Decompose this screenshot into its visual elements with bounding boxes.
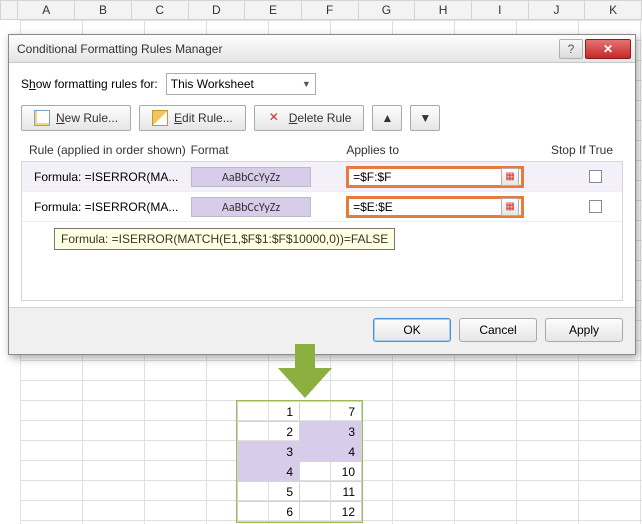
new-rule-button[interactable]: New Rule... [21,105,131,131]
column-header[interactable]: B [75,0,132,20]
hdr-rule: Rule (applied in order shown) [25,143,191,157]
show-rules-for-row: Show formatting rules for: This Workshee… [21,73,623,95]
stop-if-true-checkbox[interactable] [589,170,602,183]
stop-if-true-cell [540,170,618,183]
column-header[interactable]: I [472,0,529,20]
dialog-titlebar: Conditional Formatting Rules Manager ? ✕ [9,35,635,63]
applies-to-field[interactable]: =$E:$E ▦ [346,196,524,218]
select-all-corner[interactable] [0,0,18,20]
result-table: 172334410511612 [236,400,363,523]
column-header[interactable]: F [302,0,359,20]
down-arrow-graphic [278,344,332,398]
apply-button[interactable]: Apply [545,318,623,342]
column-header[interactable]: C [132,0,189,20]
rule-formula: Formula: =ISERROR(MA... [26,200,191,214]
edit-rule-icon [152,110,168,126]
column-header-row: ABCDEFGHIJK [0,0,642,20]
hdr-format: Format [191,143,347,157]
rule-row[interactable]: Formula: =ISERROR(MA... AaBbCcYyZz =$F:$… [22,162,622,192]
result-cell: 7 [300,402,362,422]
hdr-stop: Stop If True [541,143,619,157]
table-row: 410 [238,462,362,482]
rule-row[interactable]: Formula: =ISERROR(MA... AaBbCcYyZz =$E:$… [22,192,622,222]
edit-rule-button[interactable]: Edit Rule... [139,105,246,131]
result-cell: 11 [300,482,362,502]
result-cell: 3 [238,442,300,462]
rules-list-header: Rule (applied in order shown) Format App… [21,139,623,161]
result-cell: 12 [300,502,362,522]
rule-formula: Formula: =ISERROR(MA... [26,170,191,184]
combo-value: This Worksheet [171,77,254,91]
result-cell: 10 [300,462,362,482]
column-header[interactable]: J [529,0,586,20]
table-row: 34 [238,442,362,462]
ok-button[interactable]: OK [373,318,451,342]
column-header[interactable]: E [245,0,302,20]
stop-if-true-cell [540,200,618,213]
column-header[interactable]: G [359,0,416,20]
result-cell: 2 [238,422,300,442]
result-cell: 4 [300,442,362,462]
column-header[interactable]: K [585,0,642,20]
result-cell: 4 [238,462,300,482]
result-cell: 1 [238,402,300,422]
rule-tooltip: Formula: =ISERROR(MATCH(E1,$F$1:$F$10000… [54,228,395,250]
column-header[interactable]: H [415,0,472,20]
range-picker-icon[interactable]: ▦ [501,168,519,186]
show-rules-for-combo[interactable]: This Worksheet ▼ [166,73,316,95]
column-header[interactable]: A [18,0,75,20]
result-cell: 5 [238,482,300,502]
rules-list: Formula: =ISERROR(MA... AaBbCcYyZz =$F:$… [21,161,623,301]
toolbar-row: New Rule... Edit Rule... Delete Rule ▲ ▼ [21,105,623,131]
move-up-button[interactable]: ▲ [372,105,402,131]
range-picker-icon[interactable]: ▦ [501,198,519,216]
format-preview: AaBbCcYyZz [191,197,311,217]
column-header[interactable]: D [189,0,246,20]
show-rules-for-label: Show formatting rules for: [21,77,158,91]
table-row: 511 [238,482,362,502]
dialog-title: Conditional Formatting Rules Manager [17,42,559,56]
table-row: 17 [238,402,362,422]
result-cell: 3 [300,422,362,442]
applies-to-field[interactable]: =$F:$F ▦ [346,166,524,188]
new-rule-icon [34,110,50,126]
close-button[interactable]: ✕ [585,39,631,59]
chevron-down-icon: ▼ [302,79,311,89]
cf-rules-manager-dialog: Conditional Formatting Rules Manager ? ✕… [8,34,636,355]
delete-rule-icon [267,110,283,126]
cancel-button[interactable]: Cancel [459,318,537,342]
stop-if-true-checkbox[interactable] [589,200,602,213]
result-cell: 6 [238,502,300,522]
help-button[interactable]: ? [559,39,583,59]
applies-to-value: =$F:$F [353,170,391,184]
applies-to-value: =$E:$E [353,200,393,214]
delete-rule-button[interactable]: Delete Rule [254,105,365,131]
table-row: 23 [238,422,362,442]
hdr-applies: Applies to [346,143,541,157]
table-row: 612 [238,502,362,522]
move-down-button[interactable]: ▼ [410,105,440,131]
format-preview: AaBbCcYyZz [191,167,311,187]
